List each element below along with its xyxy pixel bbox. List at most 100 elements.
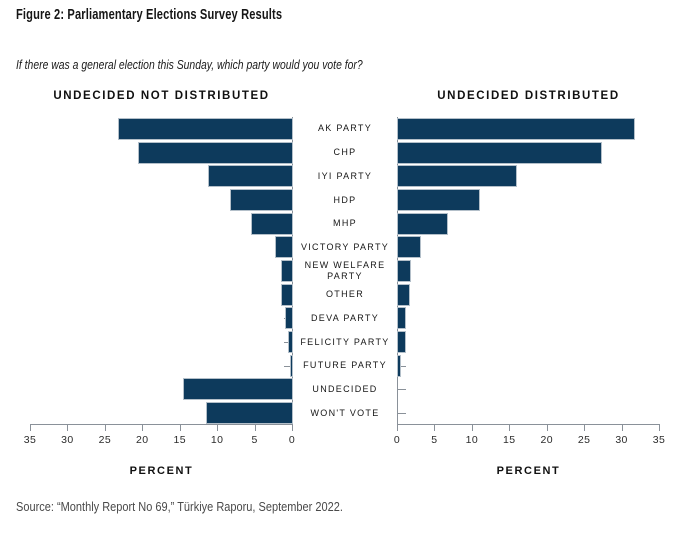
bar-right-ak-party <box>398 118 634 139</box>
chart-row-undecided <box>398 378 660 402</box>
chart-row-mhp <box>30 212 292 236</box>
x-axis-tick <box>292 425 293 431</box>
bar-right-new-welfare-party <box>398 260 410 281</box>
x-axis-tick-label: 15 <box>173 434 186 446</box>
x-axis-tick-label: 30 <box>61 434 74 446</box>
chart-row-future-party <box>398 354 660 378</box>
chart-row-ak-party <box>30 117 292 141</box>
category-label-iyi-party: IYI PARTY <box>317 170 373 181</box>
bar-right-victory-party <box>398 237 420 258</box>
bar-right-other <box>398 284 410 305</box>
x-axis-tick-label: 25 <box>98 434 112 446</box>
category-label-undecided: UNDECIDED <box>312 384 378 395</box>
chart-row-victory-party <box>30 235 292 259</box>
figure-subtitle: If there was a general election this Sun… <box>16 57 363 72</box>
chart-row-chp <box>30 141 292 165</box>
x-axis-tick-label: 20 <box>540 434 553 446</box>
chart-row-won-t-vote <box>398 401 660 425</box>
chart-row-other <box>30 283 292 307</box>
x-axis-tick-label: 25 <box>577 434 591 446</box>
chart-row-hdp <box>30 188 292 212</box>
bar-left-victory-party <box>275 237 292 258</box>
right-x-axis-label: PERCENT <box>496 465 561 477</box>
x-axis-tick-label: 0 <box>393 434 401 446</box>
x-axis-tick <box>546 425 548 431</box>
category-tick <box>284 342 292 344</box>
bar-left-future-party <box>290 355 292 376</box>
x-axis-tick-label: 30 <box>615 434 628 446</box>
x-axis-tick <box>67 425 69 431</box>
x-axis-tick <box>434 425 436 431</box>
bar-left-hdp <box>231 189 292 210</box>
chart-row-deva-party <box>398 307 660 331</box>
x-axis-tick-label: 35 <box>23 434 37 446</box>
category-tick <box>398 413 406 415</box>
x-axis-tick <box>621 425 623 431</box>
bar-left-chp <box>138 142 292 163</box>
x-axis-tick <box>584 425 586 431</box>
x-axis-tick-label: 20 <box>136 434 149 446</box>
chart-row-future-party <box>30 354 292 378</box>
chart-row-new-welfare-party <box>30 259 292 283</box>
category-label-deva-party: DEVA PARTY <box>310 312 380 323</box>
chart-row-felicity-party <box>30 330 292 354</box>
x-axis-tick <box>179 425 181 431</box>
bar-left-ak-party <box>119 118 292 139</box>
left-x-axis-label: PERCENT <box>129 465 194 477</box>
x-axis-tick-label: 35 <box>652 434 666 446</box>
right-panel-undecided-distributed: UNDECIDED DISTRIBUTED 0 5 10 15 20 25 30 35 PER… <box>393 90 665 477</box>
x-axis-tick-label: 10 <box>210 434 224 446</box>
left-x-axis: 0 5 10 15 20 25 30 35 <box>24 425 296 453</box>
butterfly-chart: UNDECIDED NOT DISTRIBUTED 0 5 10 15 20 25 30 35… <box>24 90 665 477</box>
right-x-axis: 0 5 10 15 20 25 30 35 <box>393 425 665 453</box>
x-axis-tick <box>104 425 106 431</box>
chart-row-victory-party <box>398 235 660 259</box>
category-label-hdp: HDP <box>333 194 357 205</box>
x-axis-tick <box>471 425 473 431</box>
left-panel-header: UNDECIDED NOT DISTRIBUTED <box>53 90 270 102</box>
x-axis-tick-label: 10 <box>465 434 479 446</box>
category-label-mhp: MHP <box>333 218 357 229</box>
category-label-felicity-party: FELICITY PARTY <box>300 336 390 347</box>
chart-row-iyi-party <box>30 164 292 188</box>
x-axis-tick-label: 15 <box>503 434 516 446</box>
category-tick <box>398 389 406 391</box>
figure-title: Figure 2: Parliamentary Elections Survey… <box>16 6 283 23</box>
category-label-new-welfare-party: NEW WELFARE PARTY <box>304 260 386 281</box>
bar-left-felicity-party <box>289 332 292 353</box>
bar-left-won-t-vote <box>207 403 292 424</box>
x-axis-tick <box>142 425 144 431</box>
bar-right-mhp <box>398 213 447 234</box>
x-axis-tick <box>509 425 511 431</box>
category-label-chp: CHP <box>333 147 357 158</box>
bar-right-deva-party <box>398 308 406 329</box>
bar-left-deva-party <box>286 308 292 329</box>
x-axis-tick <box>397 425 398 431</box>
chart-row-mhp <box>398 212 660 236</box>
chart-row-chp <box>398 141 660 165</box>
category-label-column: AK PARTY CHP IYI PARTY HDP MHP VICTORY PARTY N… <box>293 117 397 425</box>
x-axis-tick <box>254 425 256 431</box>
category-tick <box>284 365 292 367</box>
chart-row-hdp <box>398 188 660 212</box>
bar-left-undecided <box>184 379 292 400</box>
x-axis-tick-label: 0 <box>288 434 296 446</box>
chart-row-undecided <box>30 378 292 402</box>
bar-right-future-party <box>398 355 401 376</box>
left-panel-undecided-not-distributed: UNDECIDED NOT DISTRIBUTED 0 5 10 15 20 25 30 35… <box>24 90 296 477</box>
source-note: Source: “Monthly Report No 69,” Türkiye … <box>16 500 343 514</box>
bar-right-felicity-party <box>398 332 405 353</box>
bar-right-iyi-party <box>398 166 517 187</box>
category-tick <box>398 365 406 367</box>
x-axis-tick <box>217 425 219 431</box>
bar-left-other <box>282 284 292 305</box>
x-axis-tick <box>659 425 660 431</box>
category-label-future-party: FUTURE PARTY <box>303 360 387 371</box>
chart-row-new-welfare-party <box>398 259 660 283</box>
chart-row-won-t-vote <box>30 401 292 425</box>
category-label-won-t-vote: WON'T VOTE <box>310 407 380 418</box>
right-plot-area <box>397 117 660 425</box>
chart-row-ak-party <box>398 117 660 141</box>
bar-right-chp <box>398 142 601 163</box>
